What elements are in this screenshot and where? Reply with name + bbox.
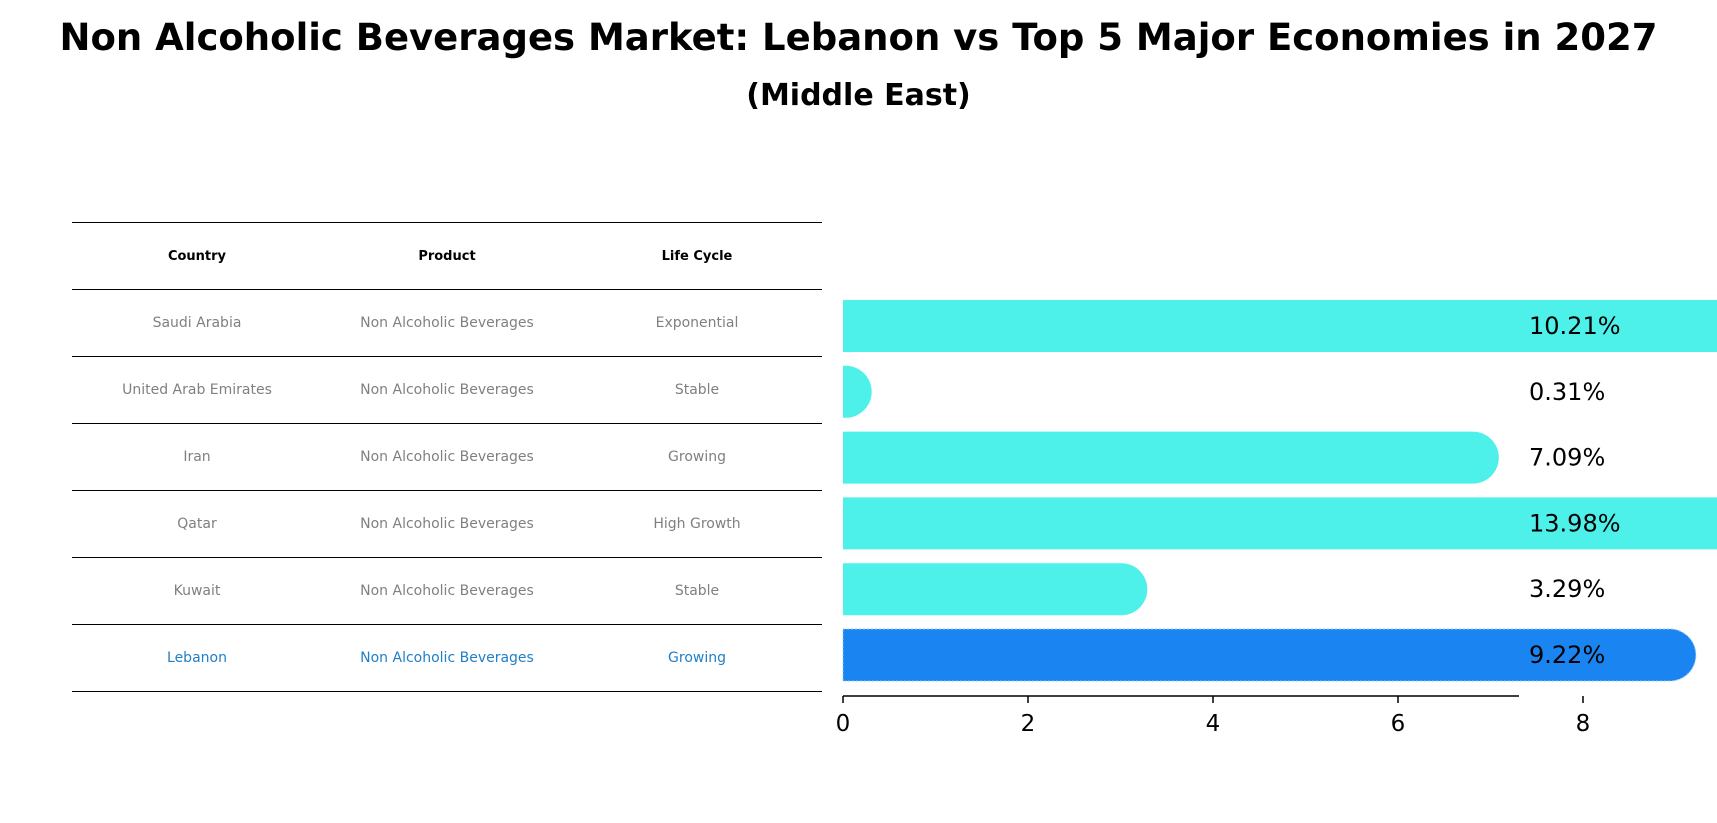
bar-value-label: 13.98% bbox=[1529, 509, 1621, 537]
cell-country: Saudi Arabia bbox=[152, 315, 242, 331]
cell-country: Qatar bbox=[177, 516, 217, 532]
chart-title: Non Alcoholic Beverages Market: Lebanon … bbox=[59, 16, 1658, 59]
x-tick-label: 2 bbox=[1021, 711, 1036, 737]
table-row: United Arab Emirates Non Alcoholic Bever… bbox=[72, 356, 822, 423]
cell-country: Kuwait bbox=[173, 583, 221, 599]
bar bbox=[843, 431, 1499, 484]
x-tick-label: 8 bbox=[1576, 711, 1591, 737]
cell-life-cycle: High Growth bbox=[653, 516, 741, 532]
cell-country: United Arab Emirates bbox=[122, 382, 272, 398]
cell-life-cycle: Stable bbox=[674, 382, 720, 398]
x-tick-label: 0 bbox=[836, 711, 851, 737]
x-tick-label: 4 bbox=[1206, 711, 1221, 737]
table-row: Kuwait Non Alcoholic Beverages Stable bbox=[72, 557, 822, 624]
cell-life-cycle: Exponential bbox=[655, 315, 739, 331]
cell-product: Non Alcoholic Beverages bbox=[360, 315, 534, 331]
bar bbox=[843, 497, 1717, 550]
header-product: Product bbox=[418, 248, 476, 264]
header-life-cycle: Life Cycle bbox=[661, 248, 733, 264]
cell-product: Non Alcoholic Beverages bbox=[360, 583, 534, 599]
cell-country: Iran bbox=[183, 449, 211, 465]
table-row: Saudi Arabia Non Alcoholic Beverages Exp… bbox=[72, 289, 822, 356]
cell-product: Non Alcoholic Beverages bbox=[360, 382, 534, 398]
table-row: Iran Non Alcoholic Beverages Growing bbox=[72, 423, 822, 490]
bar-value-label: 0.31% bbox=[1529, 378, 1605, 406]
bar-highlight bbox=[842, 628, 1697, 682]
cell-life-cycle: Growing bbox=[668, 449, 726, 465]
cell-life-cycle: Growing bbox=[668, 650, 726, 666]
bar bbox=[843, 300, 1717, 352]
chart-subtitle: (Middle East) bbox=[746, 78, 971, 113]
cell-country: Lebanon bbox=[167, 650, 227, 666]
comparison-table: Country Product Life Cycle Saudi Arabia … bbox=[72, 222, 822, 692]
table-row-highlight: Lebanon Non Alcoholic Beverages Growing bbox=[72, 624, 822, 692]
bar-value-label: 9.22% bbox=[1529, 641, 1605, 669]
bar-value-label: 10.21% bbox=[1529, 312, 1621, 340]
bar bbox=[843, 563, 1148, 616]
table-header-row: Country Product Life Cycle bbox=[72, 222, 822, 289]
cell-product: Non Alcoholic Beverages bbox=[360, 516, 534, 532]
table-row: Qatar Non Alcoholic Beverages High Growt… bbox=[72, 490, 822, 557]
cell-life-cycle: Stable bbox=[674, 583, 720, 599]
bar-value-label: 7.09% bbox=[1529, 444, 1605, 472]
x-tick-label: 6 bbox=[1391, 711, 1406, 737]
header-country: Country bbox=[167, 248, 227, 264]
bar bbox=[843, 365, 872, 418]
cell-product: Non Alcoholic Beverages bbox=[360, 650, 534, 666]
cell-product: Non Alcoholic Beverages bbox=[360, 449, 534, 465]
bar-value-label: 3.29% bbox=[1529, 575, 1605, 603]
